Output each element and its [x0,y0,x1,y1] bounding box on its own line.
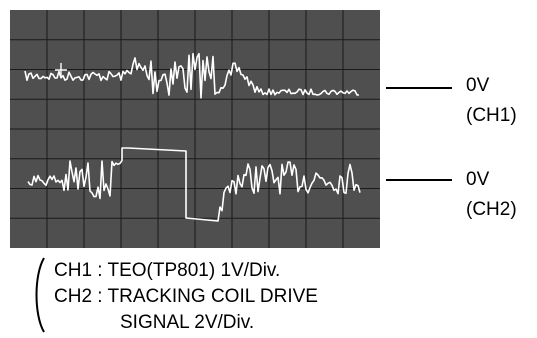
legend-line-ch1: CH1 : TEO(TP801) 1V/Div. [54,260,281,281]
ch2-trace [27,147,361,222]
legend-line-ch2: CH2 : TRACKING COIL DRIVE [54,286,318,307]
ch1-channel-label: (CH1) [466,105,517,126]
ch1-zero-level-label: 0V [466,75,490,96]
ch1-trace [24,52,360,99]
legend-bracket [35,257,45,333]
trigger-marker [55,63,67,77]
ch2-zero-level-label: 0V [466,169,490,190]
ch2-channel-label: (CH2) [466,199,517,220]
legend-line-ch2-continued: SIGNAL 2V/Div. [120,312,255,333]
